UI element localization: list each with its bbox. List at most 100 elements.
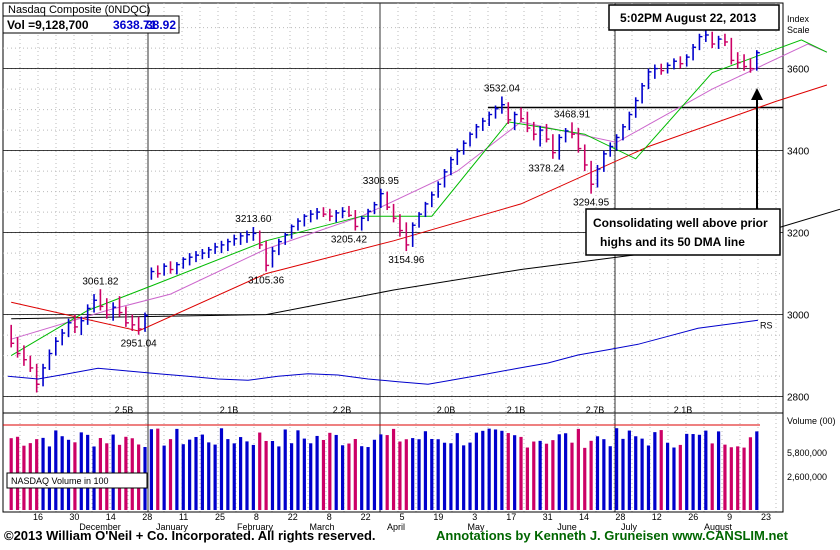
price-bars (10, 29, 760, 393)
rs-line (7, 319, 759, 385)
volume-bar (468, 442, 472, 510)
month-label: February (237, 522, 274, 532)
volume-bar (207, 442, 211, 510)
volume-bar (691, 434, 695, 510)
volume-bar (168, 439, 173, 510)
volume-bar (194, 436, 198, 510)
volume-bar (398, 441, 402, 510)
volume-bar (321, 439, 326, 510)
volume-bar (755, 431, 759, 510)
volume-bar (742, 447, 746, 510)
volume-bar (640, 438, 644, 510)
volume-bar (302, 438, 306, 510)
y-tick-label: 3600 (787, 65, 810, 76)
x-tick-label: 25 (215, 512, 225, 522)
volume-bar (627, 430, 631, 510)
volume-bar (653, 432, 657, 510)
x-tick-label: 5 (399, 512, 404, 522)
y-tick-label: 3000 (787, 311, 810, 322)
volume-bar (595, 436, 600, 510)
volume-bar (678, 444, 682, 510)
volume-bar (736, 446, 740, 510)
volume-bar (455, 433, 459, 510)
volume-bar (175, 428, 179, 510)
volume-bar (608, 446, 612, 510)
volume-axis-label: Volume (00) (787, 416, 836, 426)
volume-bar (487, 428, 491, 510)
volume-bar (570, 442, 574, 510)
volume-bar (340, 445, 345, 510)
volume-bar (449, 443, 453, 510)
x-tick-label: 8 (254, 512, 259, 522)
volume-bar (264, 440, 268, 510)
month-label: June (557, 522, 577, 532)
month-label: December (79, 522, 121, 532)
price-annotation: 3378.24 (528, 164, 565, 175)
x-tick-label: 30 (69, 512, 79, 522)
volume-legend: NASDAQ Volume in 100 (11, 476, 109, 486)
volume-bar (111, 434, 115, 510)
volume-bar (615, 428, 619, 510)
volume-bar (481, 430, 485, 510)
copyright: ©2013 William O'Neil + Co. Incorporated.… (4, 528, 376, 543)
volume-bar (551, 440, 555, 510)
volume-bar-label: 2.7B (586, 405, 605, 415)
volume-bar (576, 428, 580, 510)
volume-bar (697, 434, 702, 510)
volume-bar-label: 2.0B (437, 405, 456, 415)
index-scale-label-2: Scale (787, 25, 810, 35)
price-annotation: 3205.42 (331, 234, 368, 245)
month-label: April (387, 522, 405, 532)
x-tick-label: 26 (688, 512, 698, 522)
volume-bar (665, 442, 670, 510)
rs-line-group: RS (7, 319, 773, 385)
x-tick-label: 28 (142, 512, 152, 522)
x-tick-label: 22 (288, 512, 298, 522)
callout-line-1: Consolidating well above prior (593, 216, 768, 230)
month-label: March (309, 522, 334, 532)
volume-bar (621, 438, 625, 510)
volume-bar-label: 2.5B (115, 405, 134, 415)
volume-bar (423, 431, 428, 510)
month-label: May (467, 522, 485, 532)
chart-title: Nasdaq Composite (0NDQC) (8, 4, 150, 16)
volume-bar (219, 428, 224, 510)
volume-bar (347, 443, 351, 510)
ma10-line (10, 39, 828, 357)
moving-averages (10, 39, 840, 357)
volume-bar (86, 434, 90, 510)
volume-legend-box (6, 472, 148, 489)
ma21-line (11, 43, 828, 340)
volume-bar (532, 441, 536, 510)
volume-bar (716, 431, 721, 510)
volume-bar (704, 430, 708, 510)
volume-bar-label: 2.1B (674, 405, 693, 415)
price-annotation: 3105.36 (248, 275, 285, 286)
volume-bar (277, 446, 281, 510)
x-tick-label: 12 (652, 512, 662, 522)
volume-bar (659, 430, 663, 510)
x-tick-label: 23 (761, 512, 771, 522)
volume-bar (723, 444, 727, 510)
month-label: January (156, 522, 189, 532)
volume-bar (162, 445, 166, 510)
volume-bar (583, 447, 587, 510)
volume-bar (538, 440, 542, 510)
callout-box (585, 208, 781, 256)
volume-bar (366, 447, 370, 510)
x-tick-label: 17 (506, 512, 516, 522)
x-tick-label: 9 (727, 512, 732, 522)
volume-bar (200, 434, 204, 510)
volume-bar (589, 440, 593, 510)
x-tick-label: 28 (615, 512, 625, 522)
month-label: August (704, 522, 733, 532)
y-tick-label: 2800 (787, 393, 810, 404)
price-annotation: 3468.91 (554, 109, 591, 120)
volume-bar (436, 439, 440, 510)
y-tick-label: 3400 (787, 147, 810, 158)
volume-bar (748, 437, 753, 510)
volume-bar (474, 432, 479, 510)
volume-bar (79, 432, 83, 510)
